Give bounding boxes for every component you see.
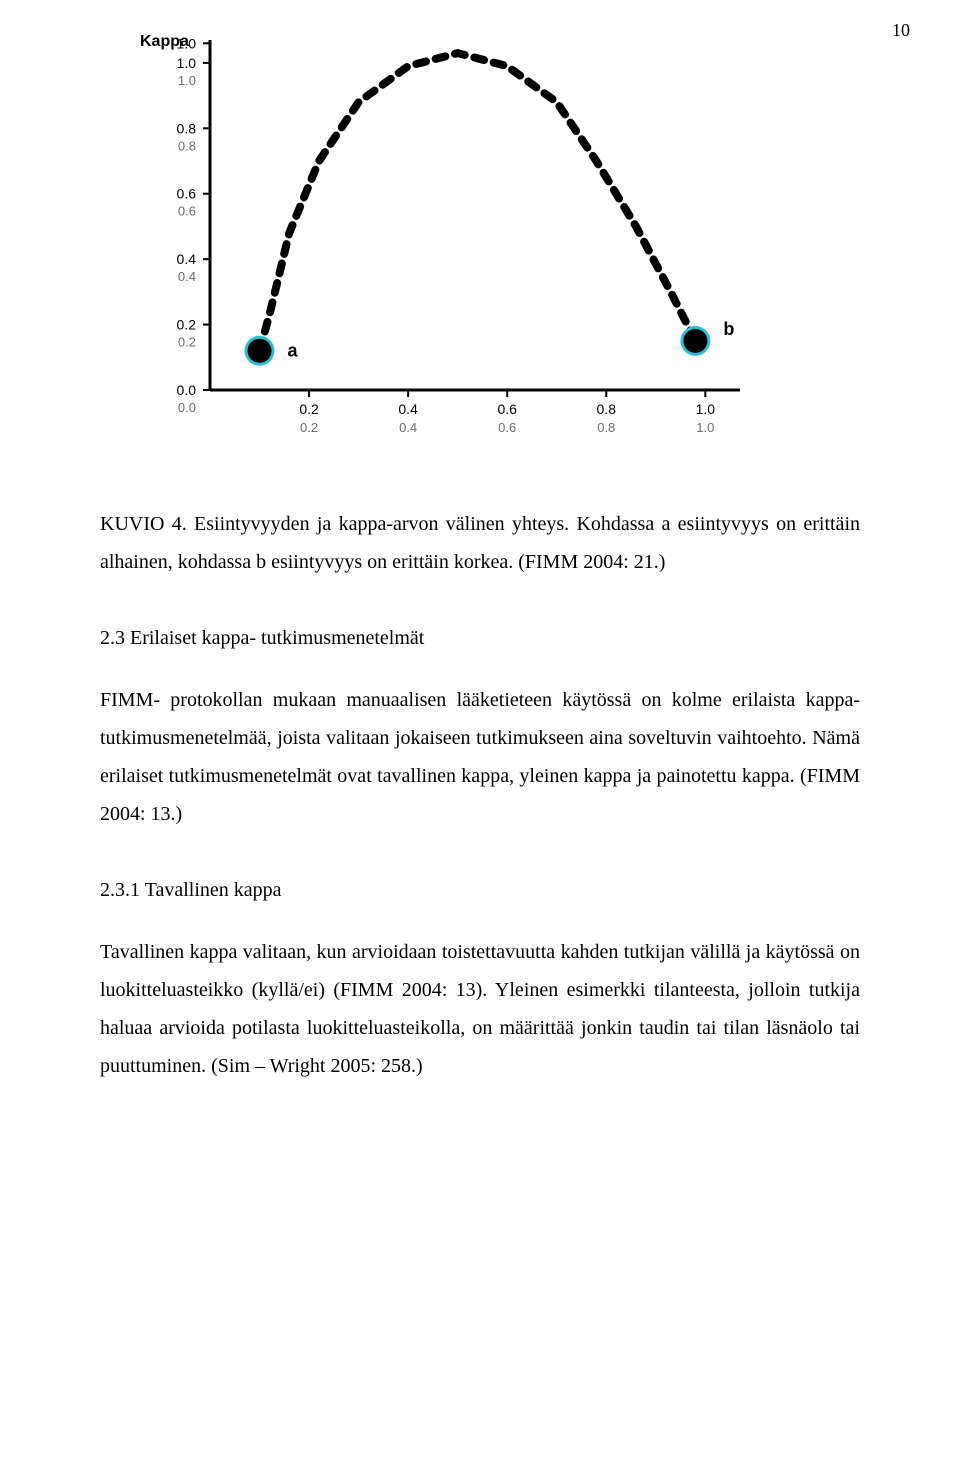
svg-text:a: a <box>288 341 299 361</box>
figure-caption-text: Esiintyvyyden ja kappa-arvon välinen yht… <box>100 513 860 573</box>
svg-text:0.4: 0.4 <box>178 269 196 284</box>
svg-text:0.2: 0.2 <box>299 401 319 417</box>
section-heading: 2.3 Erilaiset kappa- tutkimusmenetelmät <box>100 619 860 657</box>
svg-text:1.0: 1.0 <box>177 55 197 71</box>
figure-caption-prefix: KUVIO 4. <box>100 513 194 535</box>
svg-text:0.6: 0.6 <box>178 204 196 219</box>
svg-text:0.8: 0.8 <box>178 138 196 153</box>
svg-text:0.2: 0.2 <box>300 420 318 435</box>
svg-text:1.0: 1.0 <box>696 401 716 417</box>
svg-text:0.0: 0.0 <box>177 382 197 398</box>
svg-text:0.4: 0.4 <box>399 420 417 435</box>
chart-svg: Kappa0.00.00.20.20.40.40.60.60.80.81.01.… <box>100 30 760 460</box>
svg-text:0.8: 0.8 <box>597 401 617 417</box>
svg-text:0.8: 0.8 <box>597 420 615 435</box>
figure-caption: KUVIO 4. Esiintyvyyden ja kappa-arvon vä… <box>100 505 860 581</box>
svg-text:0.6: 0.6 <box>497 401 517 417</box>
subsection-heading: 2.3.1 Tavallinen kappa <box>100 871 860 909</box>
svg-text:1.0: 1.0 <box>696 420 714 435</box>
svg-text:0.0: 0.0 <box>178 400 196 415</box>
svg-text:0.4: 0.4 <box>177 251 197 267</box>
page: 10 Kappa0.00.00.20.20.40.40.60.60.80.81.… <box>0 0 960 1468</box>
svg-text:0.2: 0.2 <box>177 317 197 333</box>
page-number: 10 <box>892 20 910 41</box>
svg-text:0.2: 0.2 <box>178 335 196 350</box>
svg-text:0.8: 0.8 <box>177 120 197 136</box>
svg-text:1.0: 1.0 <box>178 73 196 88</box>
svg-text:0.6: 0.6 <box>498 420 516 435</box>
svg-text:b: b <box>723 319 734 339</box>
svg-text:1.0: 1.0 <box>177 35 197 51</box>
svg-text:0.6: 0.6 <box>177 186 197 202</box>
subsection-body: Tavallinen kappa valitaan, kun arvioidaa… <box>100 933 860 1085</box>
section-body: FIMM- protokollan mukaan manuaalisen lää… <box>100 681 860 833</box>
svg-text:0.4: 0.4 <box>398 401 418 417</box>
kappa-prevalence-chart: Kappa0.00.00.20.20.40.40.60.60.80.81.01.… <box>100 30 760 465</box>
